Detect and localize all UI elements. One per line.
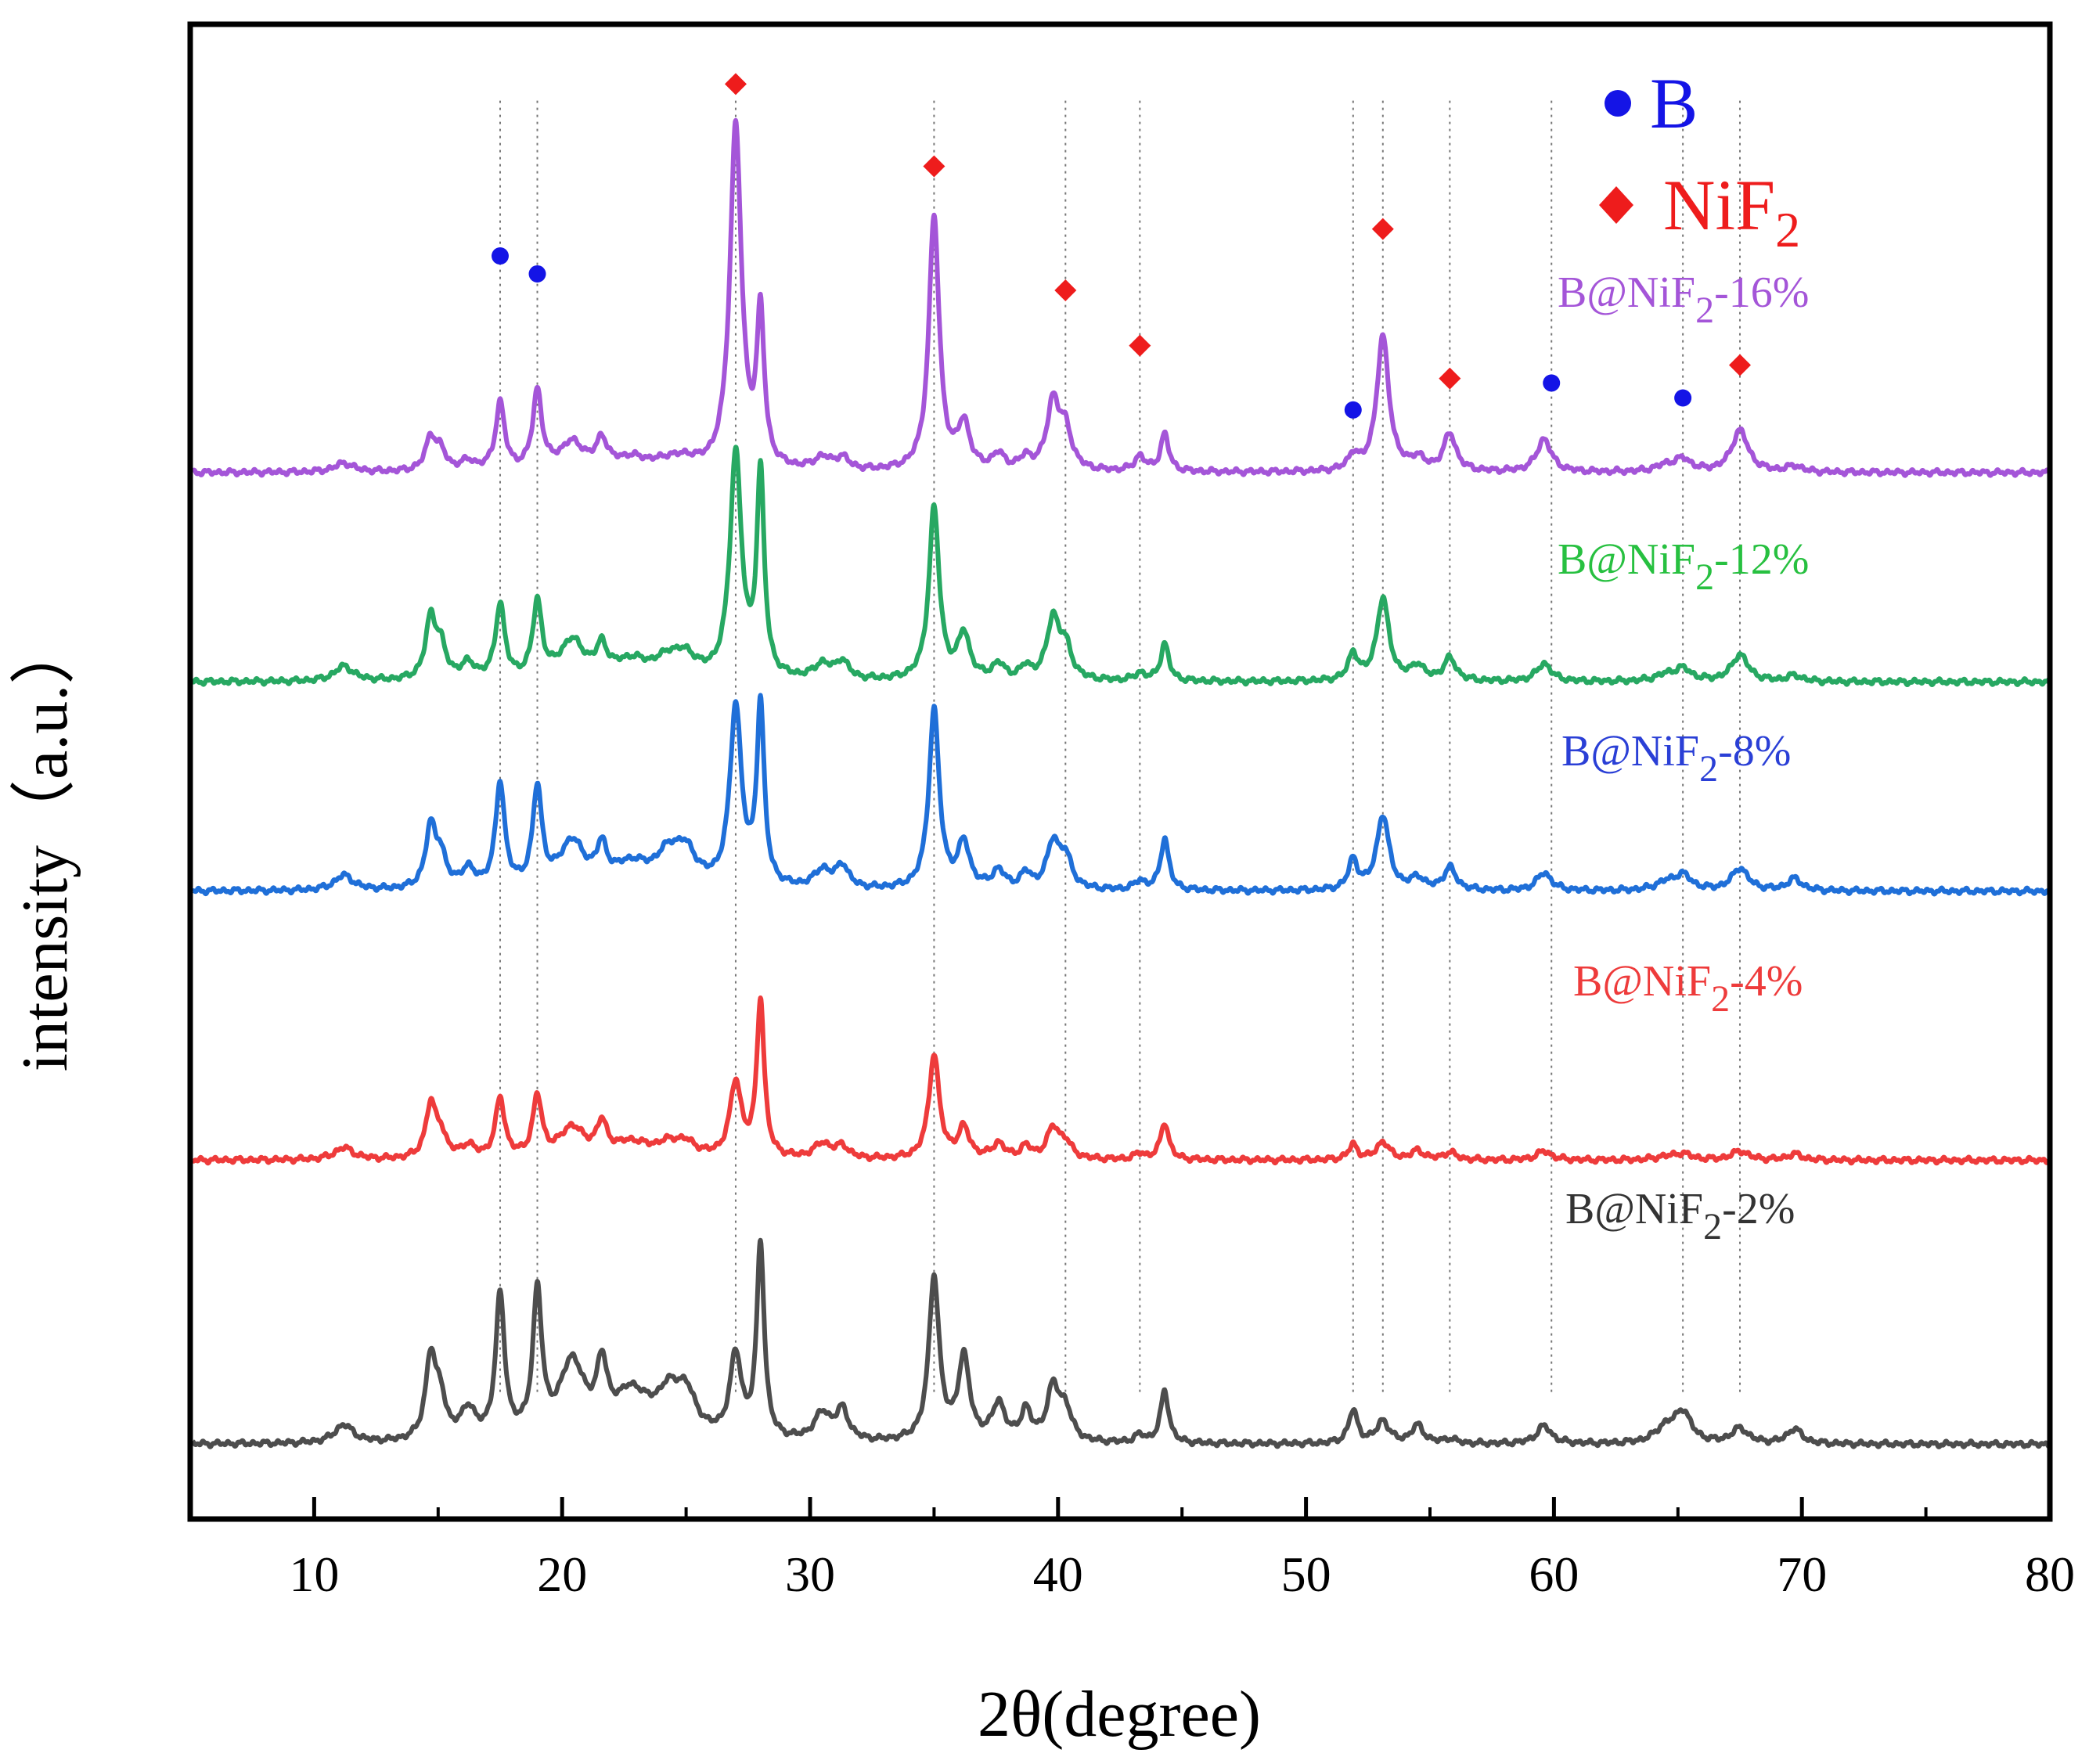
nif2-phase-marker [724,73,747,95]
phase-markers [492,73,1751,419]
nif2-phase-marker [1729,354,1751,376]
nif2-phase-marker [923,155,945,178]
nif2-phase-marker [1129,334,1151,357]
legend-b-circle-icon [1605,90,1631,117]
nif2-phase-marker [1439,367,1461,390]
legend-nif2-subscript: 2 [1775,202,1800,257]
plot-frame [187,21,2053,1522]
series-line-B@NiF2-2% [190,1237,2051,1449]
b-phase-marker [1674,389,1692,407]
series-labels: B@NiF2-16% B@NiF2-12% B@NiF2-8% B@NiF2-4… [1558,268,1809,1247]
y-axis-title: intensity（a.u.） [9,619,81,1072]
series-line-B@NiF2-16% [190,117,2052,478]
series-group [190,117,2052,1449]
legend-nif2-label: NiF2 [1663,165,1800,257]
x-tick-label: 20 [537,1546,587,1602]
series-label-2: B@NiF2-2% [1565,1185,1795,1247]
series-label-12: B@NiF2-12% [1558,535,1809,598]
b-phase-marker [1344,401,1362,419]
x-tick-label: 60 [1529,1546,1579,1602]
series-line-B@NiF2-12% [190,445,2051,687]
nif2-phase-marker [1054,279,1077,301]
legend-b-label: B [1650,63,1698,143]
b-phase-marker [528,265,546,283]
series-label-8: B@NiF2-8% [1561,727,1791,790]
x-tick-label: 40 [1033,1546,1083,1602]
x-tick-label: 50 [1281,1546,1331,1602]
reference-lines [499,99,1741,1392]
x-tick-label: 10 [289,1546,339,1602]
legend-nif2-diamond-icon [1599,186,1633,224]
legend: B NiF2 [1599,63,1800,257]
b-phase-marker [492,247,509,265]
series-line-B@NiF2-4% [190,995,2051,1166]
b-phase-marker [1543,374,1561,392]
x-tick-label: 30 [785,1546,835,1602]
series-label-4: B@NiF2-4% [1573,957,1803,1020]
x-tick-label: 70 [1777,1546,1827,1602]
series-label-16: B@NiF2-16% [1558,268,1809,331]
x-axis-ticks: 10 20 30 40 50 60 70 80 [189,1497,2075,1602]
nif2-phase-marker [1371,218,1394,240]
x-axis-title: 2θ(degree) [978,1678,1261,1751]
series-line-B@NiF2-8% [190,693,2051,897]
x-tick-label: 80 [2025,1546,2075,1602]
